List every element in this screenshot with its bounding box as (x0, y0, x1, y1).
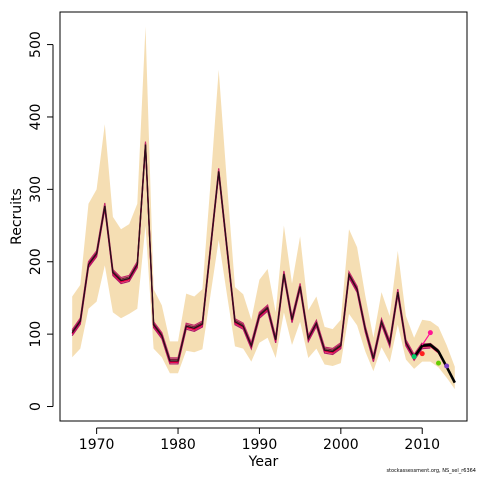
x-tick-label: 1970 (79, 437, 115, 453)
x-tick-label: 1990 (242, 437, 278, 453)
y-axis-label: Recruits (9, 188, 25, 245)
confidence-band-area (72, 26, 455, 390)
terminal-estimate-line (413, 343, 456, 384)
x-axis-label: Year (248, 454, 279, 470)
plot-frame (59, 11, 468, 422)
y-tick-label: 500 (28, 31, 44, 58)
retrospective-points (411, 330, 450, 369)
y-tick-label: 100 (28, 321, 44, 348)
recruitment-line (71, 144, 456, 383)
retro-peel-line (421, 332, 431, 346)
x-tick-label: 2010 (404, 437, 440, 453)
retro-point (436, 360, 442, 366)
x-tick-label: 1980 (160, 437, 196, 453)
recruitment-series (71, 144, 456, 384)
x-tick-label: 2000 (323, 437, 359, 453)
y-tick-label: 200 (28, 248, 44, 275)
source-credit: stockassessment.org, NS_sel_r6364 (386, 468, 476, 474)
y-tick-label: 400 (28, 104, 44, 131)
y-axis: 0 100 200 300 400 500 (28, 31, 54, 411)
x-axis: 1970 1980 1990 2000 2010 (79, 427, 440, 453)
retro-point (444, 363, 450, 369)
y-tick-label: 0 (28, 402, 44, 411)
confidence-band (72, 26, 455, 390)
y-tick-label: 300 (28, 176, 44, 203)
retro-point (411, 354, 417, 360)
retro-point (419, 351, 425, 357)
